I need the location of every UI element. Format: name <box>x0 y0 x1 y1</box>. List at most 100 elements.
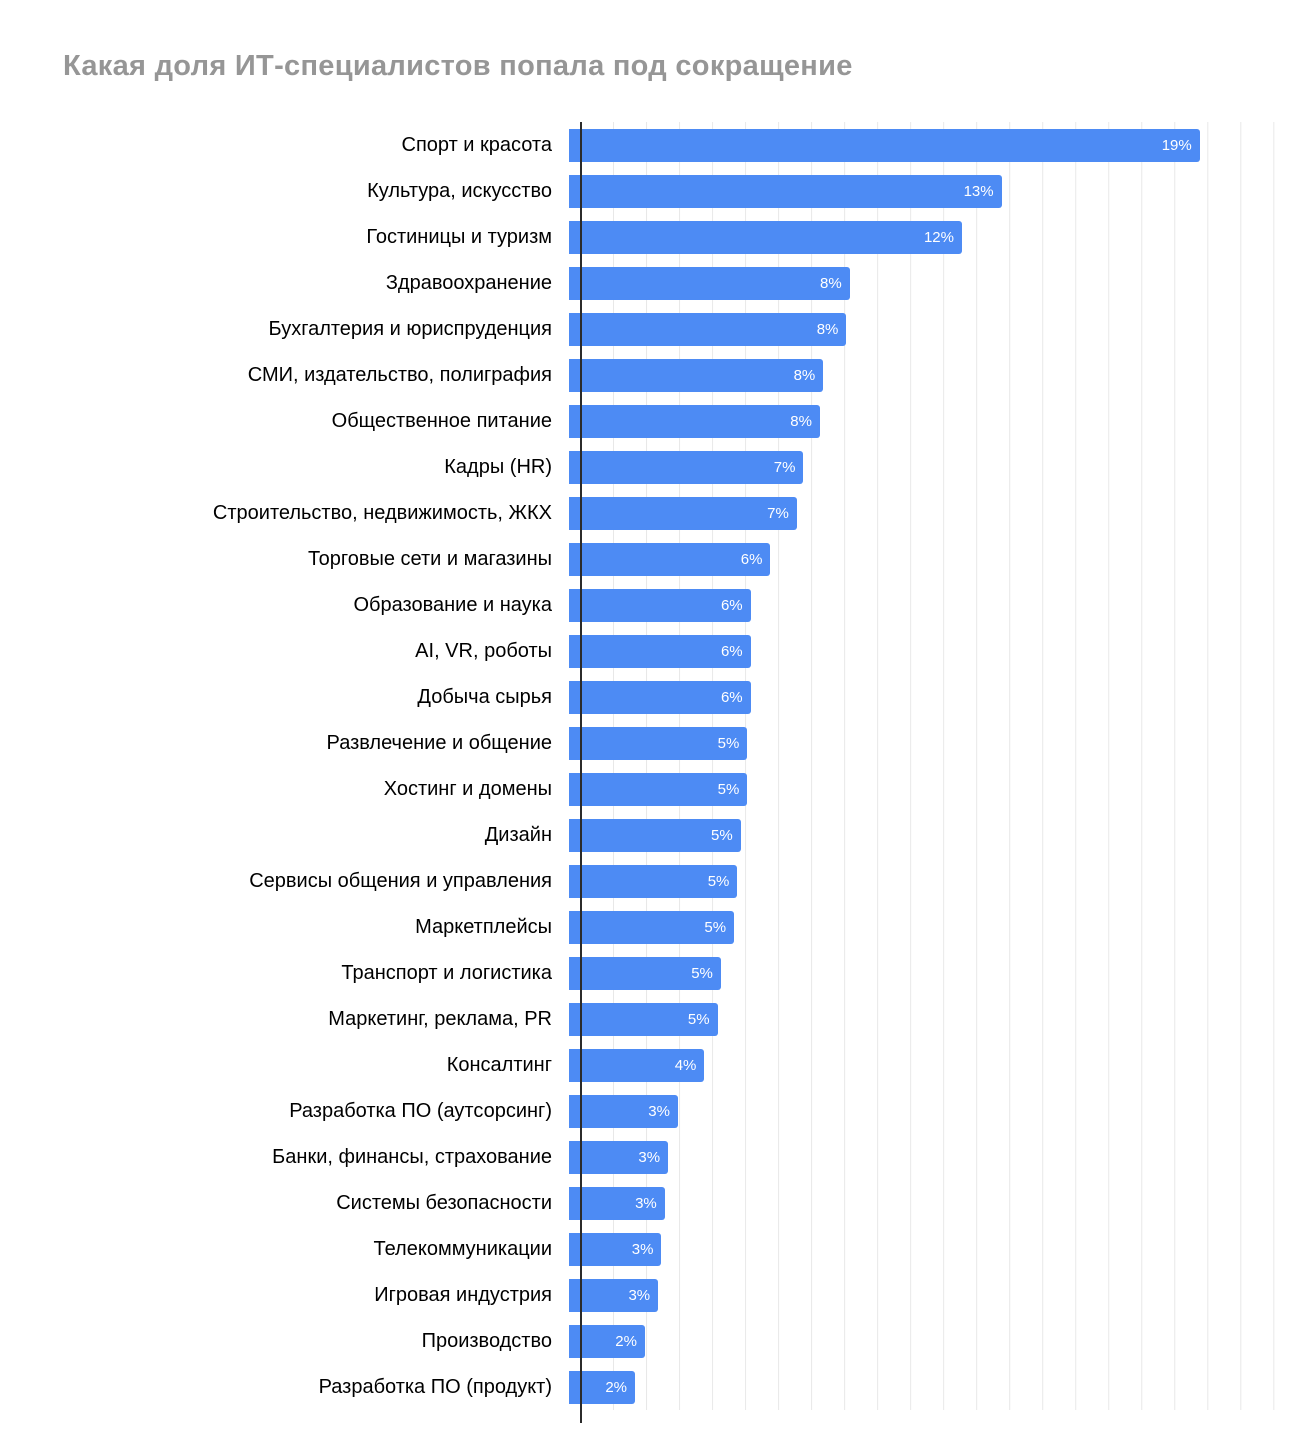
value-label: 5% <box>717 780 740 798</box>
bar-area: 2% <box>569 1318 1279 1364</box>
value-label: 8% <box>790 412 812 430</box>
category-label: Строительство, недвижимость, ЖКХ <box>212 501 552 524</box>
bar-area: 8% <box>569 260 1279 306</box>
chart-row: Транспорт и логистика 5% <box>0 950 1302 996</box>
chart-row: Сервисы общения и управления 5% <box>0 858 1302 904</box>
bar: 8% <box>569 358 824 392</box>
value-label: 5% <box>691 964 713 982</box>
value-label: 5% <box>711 826 733 844</box>
bar: 3% <box>569 1278 659 1312</box>
value-label: 19% <box>1161 136 1192 154</box>
value-label: 7% <box>773 458 796 476</box>
chart-row: Телекоммуникации 3% <box>0 1226 1302 1272</box>
bar: 3% <box>569 1186 665 1220</box>
bar-area: 3% <box>569 1272 1279 1318</box>
category-label: Кадры (HR) <box>444 455 552 478</box>
chart-row: Банки, финансы, страхование 3% <box>0 1134 1302 1180</box>
bar-area: 5% <box>569 950 1279 996</box>
value-label: 6% <box>740 550 763 568</box>
value-label: 5% <box>707 872 730 890</box>
bar-area: 8% <box>569 306 1279 352</box>
chart-row: СМИ, издательство, полиграфия 8% <box>0 352 1302 398</box>
chart-row: Производство 2% <box>0 1318 1302 1364</box>
value-label: 3% <box>648 1102 670 1120</box>
bar-area: 6% <box>569 628 1279 674</box>
category-label: Бухгалтерия и юриспруденция <box>268 317 552 340</box>
category-label: Производство <box>421 1329 552 1352</box>
chart-rows: Спорт и красота 19% Культура, искусство 13%… <box>0 122 1302 1410</box>
chart-row: Игровая индустрия 3% <box>0 1272 1302 1318</box>
bar-area: 6% <box>569 536 1279 582</box>
bar: 5% <box>569 910 735 944</box>
bar: 3% <box>569 1140 669 1174</box>
category-label: Общественное питание <box>331 409 552 432</box>
chart-row: Маркетплейсы 5% <box>0 904 1302 950</box>
bar-area: 3% <box>569 1180 1279 1226</box>
bar-chart: Спорт и красота 19% Культура, искусство 13%… <box>0 122 1302 1432</box>
category-label: Транспорт и логистика <box>341 961 552 984</box>
bar: 5% <box>569 818 741 852</box>
category-label: Консалтинг <box>446 1053 552 1076</box>
bar: 3% <box>569 1094 678 1128</box>
bar: 13% <box>569 174 1002 208</box>
chart-row: Разработка ПО (продукт) 2% <box>0 1364 1302 1410</box>
bar: 5% <box>569 772 748 806</box>
bar-area: 3% <box>569 1226 1279 1272</box>
category-label: Дизайн <box>484 823 552 846</box>
bar-area: 6% <box>569 674 1279 720</box>
value-label: 2% <box>615 1332 637 1350</box>
category-label: Образование и наука <box>353 593 552 616</box>
chart-row: Консалтинг 4% <box>0 1042 1302 1088</box>
category-label: Маркетинг, реклама, PR <box>328 1007 552 1030</box>
category-label: Культура, искусство <box>367 179 552 202</box>
category-label: Игровая индустрия <box>374 1283 552 1306</box>
bar-area: 5% <box>569 904 1279 950</box>
bar: 7% <box>569 450 804 484</box>
bar: 7% <box>569 496 797 530</box>
bar-area: 8% <box>569 352 1279 398</box>
chart-row: Разработка ПО (аутсорсинг) 3% <box>0 1088 1302 1134</box>
bar: 6% <box>569 634 751 668</box>
category-label: Системы безопасности <box>336 1191 552 1214</box>
bar-area: 12% <box>569 214 1279 260</box>
chart-row: AI, VR, роботы 6% <box>0 628 1302 674</box>
chart-row: Кадры (HR) 7% <box>0 444 1302 490</box>
value-label: 8% <box>820 274 842 292</box>
value-label: 6% <box>720 596 743 614</box>
bar: 3% <box>569 1232 662 1266</box>
bar-area: 8% <box>569 398 1279 444</box>
bar-area: 3% <box>569 1088 1279 1134</box>
category-label: AI, VR, роботы <box>415 639 552 662</box>
bar-area: 5% <box>569 996 1279 1042</box>
chart-row: Образование и наука 6% <box>0 582 1302 628</box>
bar-area: 13% <box>569 168 1279 214</box>
bar: 5% <box>569 864 738 898</box>
bar-area: 6% <box>569 582 1279 628</box>
value-label: 5% <box>704 918 727 936</box>
chart-title: Какая доля ИТ-специалистов попала под со… <box>63 50 853 82</box>
category-label: Гостиницы и туризм <box>366 225 552 248</box>
bar: 2% <box>569 1370 636 1404</box>
bar: 8% <box>569 312 847 346</box>
y-axis-line <box>580 122 582 1423</box>
value-label: 8% <box>816 320 839 338</box>
chart-row: Системы безопасности 3% <box>0 1180 1302 1226</box>
bar: 8% <box>569 266 850 300</box>
chart-row: Строительство, недвижимость, ЖКХ 7% <box>0 490 1302 536</box>
category-label: Развлечение и общение <box>326 731 552 754</box>
chart-row: Здравоохранение 8% <box>0 260 1302 306</box>
category-label: Телекоммуникации <box>373 1237 553 1260</box>
category-label: Торговые сети и магазины <box>307 547 552 570</box>
value-label: 5% <box>717 734 740 752</box>
bar-area: 7% <box>569 490 1279 536</box>
value-label: 6% <box>720 642 743 660</box>
category-label: Маркетплейсы <box>415 915 552 938</box>
chart-row: Торговые сети и магазины 6% <box>0 536 1302 582</box>
value-label: 8% <box>793 366 816 384</box>
value-label: 2% <box>605 1378 628 1396</box>
bar: 12% <box>569 220 962 254</box>
bar: 19% <box>569 128 1200 162</box>
chart-row: Общественное питание 8% <box>0 398 1302 444</box>
chart-row: Гостиницы и туризм 12% <box>0 214 1302 260</box>
category-label: Добыча сырья <box>417 685 552 708</box>
